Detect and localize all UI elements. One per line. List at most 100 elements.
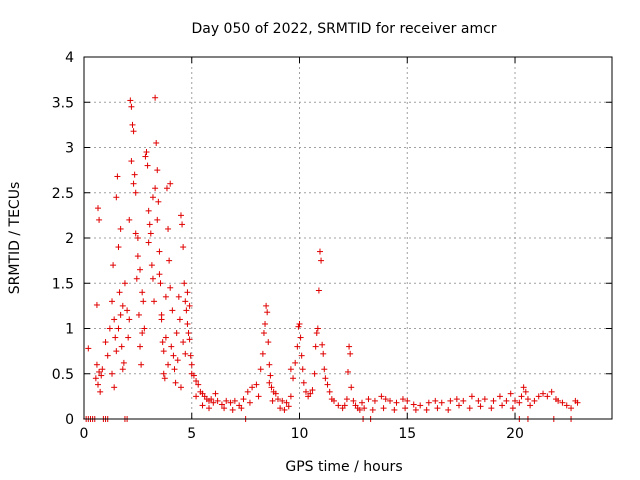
data-point (133, 275, 140, 282)
data-point (255, 393, 262, 400)
data-point (296, 320, 303, 327)
data-point (287, 393, 294, 400)
x-tick-label: 15 (398, 426, 416, 442)
data-point (314, 325, 321, 332)
y-tick-label: 2.5 (52, 186, 74, 202)
data-point (466, 405, 473, 412)
data-point (166, 257, 173, 264)
data-point (131, 171, 138, 178)
data-point (125, 334, 132, 341)
data-point (95, 381, 102, 388)
data-point (540, 390, 547, 397)
data-point (139, 330, 146, 337)
data-point (290, 375, 297, 382)
data-point (535, 393, 542, 400)
data-point (195, 381, 202, 388)
data-point (499, 402, 506, 409)
data-point (158, 316, 165, 323)
data-point (186, 302, 193, 309)
data-point (92, 375, 99, 382)
data-point (137, 266, 144, 273)
data-point (402, 405, 409, 412)
data-point (481, 396, 488, 403)
data-point (249, 384, 256, 391)
data-point (295, 323, 302, 330)
data-point (143, 149, 150, 156)
data-point (110, 262, 117, 269)
data-point (135, 311, 142, 318)
data-point (193, 377, 200, 384)
data-point (313, 330, 320, 337)
data-point (371, 397, 378, 404)
data-point (277, 405, 284, 412)
data-point (156, 248, 163, 255)
data-point (128, 103, 135, 110)
data-point (246, 399, 253, 406)
data-point (417, 402, 424, 409)
data-point (330, 397, 337, 404)
y-tick-label: 0 (65, 412, 74, 428)
data-point (520, 384, 527, 391)
data-point (455, 402, 462, 409)
data-point (531, 397, 538, 404)
data-point (130, 128, 137, 135)
data-point (121, 280, 128, 287)
data-point (512, 397, 519, 404)
data-point (137, 343, 144, 350)
data-point (120, 359, 127, 366)
data-point (111, 316, 118, 323)
x-tick-label: 5 (187, 426, 196, 442)
axis-ticks: 0 5 10 15 20 0 0.5 1 1.5 2 2.5 3 3.5 4 (52, 50, 612, 442)
data-points (83, 94, 581, 422)
data-point (85, 345, 92, 352)
data-point (311, 370, 318, 377)
data-point (490, 397, 497, 404)
data-point (231, 397, 238, 404)
data-point (185, 330, 192, 337)
data-point (348, 384, 355, 391)
y-axis-label: SRMTID / TECUs (7, 182, 23, 295)
data-point (175, 293, 182, 300)
data-point (548, 388, 555, 395)
data-point (568, 405, 575, 412)
data-point (316, 248, 323, 255)
data-point (117, 225, 124, 232)
data-point (199, 402, 206, 409)
data-point (159, 339, 166, 346)
data-point (292, 359, 299, 366)
data-point (391, 406, 398, 413)
y-tick-label: 1 (65, 322, 74, 338)
data-point (187, 352, 194, 359)
data-point (312, 343, 319, 350)
data-point (181, 280, 188, 287)
data-point (460, 397, 467, 404)
y-tick-label: 3 (65, 141, 74, 157)
data-point (253, 381, 260, 388)
data-point (307, 390, 314, 397)
data-point (154, 216, 161, 223)
data-point (177, 212, 184, 219)
data-point (129, 121, 136, 128)
data-point (266, 379, 273, 386)
data-point (297, 334, 304, 341)
data-point (154, 167, 161, 174)
data-point (109, 370, 116, 377)
data-point (112, 334, 119, 341)
data-point (163, 185, 170, 192)
data-point (174, 357, 181, 364)
data-point (96, 216, 103, 223)
data-point (141, 325, 148, 332)
data-point (139, 289, 146, 296)
data-point (300, 379, 307, 386)
data-point (167, 180, 174, 187)
data-point (412, 406, 419, 413)
data-point (262, 320, 269, 327)
data-point (268, 384, 275, 391)
data-point (179, 221, 186, 228)
y-tick-label: 0.5 (52, 367, 74, 383)
data-point (574, 399, 581, 406)
data-point (404, 397, 411, 404)
data-point (509, 405, 516, 412)
data-point (399, 396, 406, 403)
data-point (516, 399, 523, 406)
